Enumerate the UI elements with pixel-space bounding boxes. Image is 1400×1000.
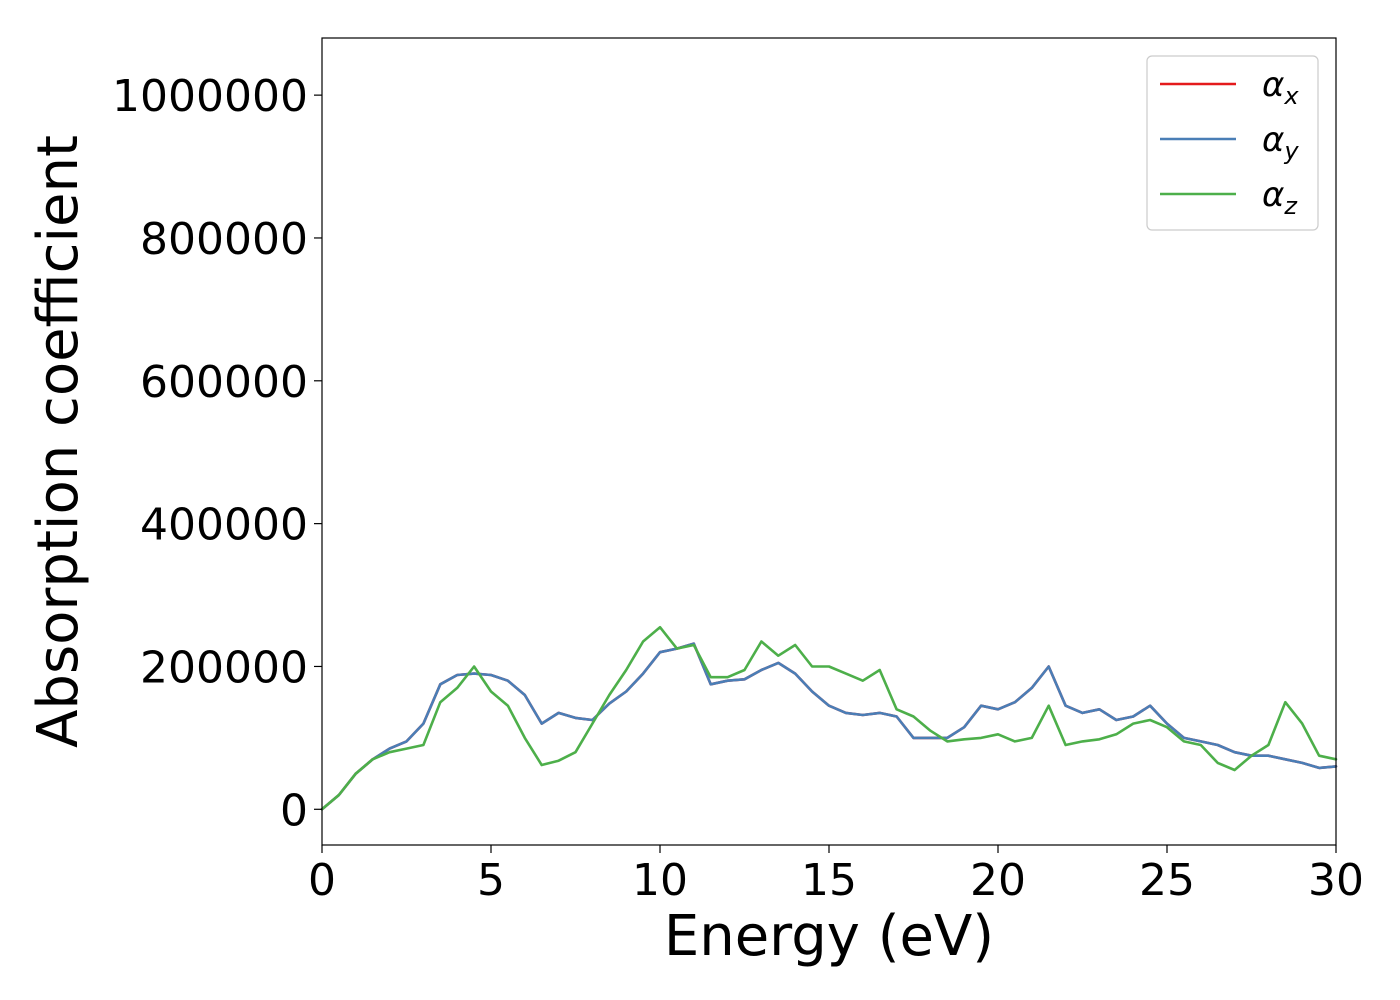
x-tick-label: 25 [1139, 855, 1195, 906]
series-line-y [320, 642, 1338, 811]
legend-box [1146, 55, 1319, 231]
x-tick-label: 30 [1308, 855, 1364, 906]
y-tick-label: 800000 [140, 214, 308, 265]
x-tick-label: 15 [801, 855, 857, 906]
y-tick-label: 600000 [140, 357, 308, 408]
series-group [320, 625, 1338, 811]
y-axis-ticks: 0 200000 400000 600000 800000 1000000 [112, 71, 322, 836]
x-tick-label: 20 [970, 855, 1026, 906]
series-line-z [320, 625, 1338, 811]
y-axis-label: Absorption coefficient [26, 135, 91, 748]
x-tick-label: 5 [477, 855, 505, 906]
y-tick-label: 200000 [140, 642, 308, 693]
x-tick-label: 0 [308, 855, 336, 906]
y-tick-label: 400000 [140, 500, 308, 551]
x-axis-label: Energy (eV) [664, 904, 994, 969]
y-tick-label: 1000000 [112, 71, 308, 122]
x-axis-ticks: 0 5 10 15 20 25 30 [308, 845, 1364, 906]
x-tick-label: 10 [632, 855, 688, 906]
y-tick-label: 0 [280, 785, 308, 836]
